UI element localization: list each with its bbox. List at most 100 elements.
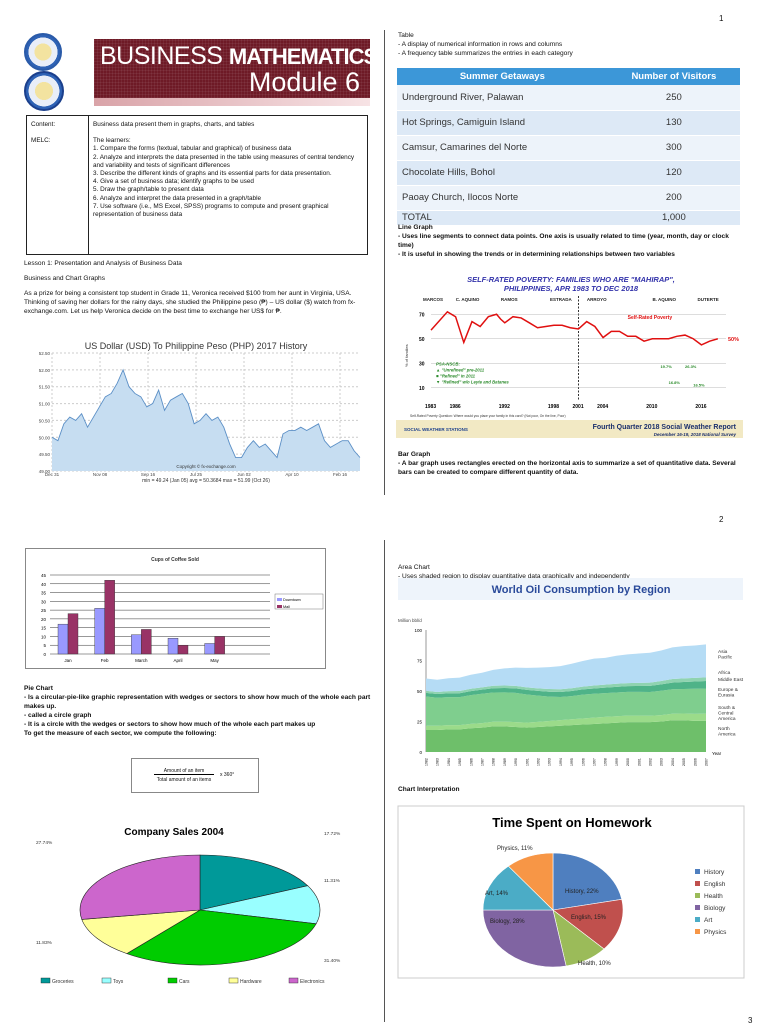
pie-slice: [552, 852, 623, 911]
legend-frame: [274, 593, 324, 610]
slice-value-label: 31.40%: [324, 958, 341, 964]
y-tick-label: 10: [419, 386, 425, 392]
y-tick-label: 35: [41, 591, 47, 596]
legend-swatch: [695, 917, 700, 922]
melc-box: Content: MELC: Business data present them…: [26, 115, 368, 255]
legend-label: Biology: [704, 905, 726, 912]
cell-place: Underground River, Palawan: [397, 85, 608, 111]
banner-title-part1: BUSINESS: [100, 42, 229, 70]
legend-label-line: Pacific: [718, 655, 733, 661]
president-label: B. AQUINO: [652, 297, 676, 302]
x-tick-label: 1985: [458, 758, 462, 766]
table-row: Hot Springs, Camiguin Island 130: [397, 110, 740, 136]
formula-box: Amount of an item Total amount of an ite…: [131, 758, 259, 793]
cell-visitors: 130: [607, 110, 740, 136]
y-tick-label: 50: [417, 689, 423, 694]
formula-numerator: Amount of an item: [154, 768, 214, 775]
banner-title-part2: MATHEMATICS: [228, 44, 378, 69]
chart-title: Time Spent on Homework: [492, 815, 652, 830]
legend-label: Electronics: [300, 979, 325, 985]
section-heading: Line Graph: [398, 224, 433, 231]
y-tick-label: 30: [419, 361, 425, 367]
y-tick-label: 100: [414, 628, 422, 633]
cell-visitors: 120: [607, 160, 740, 186]
chart-title: World Oil Consumption by Region: [492, 584, 671, 596]
legend-label-line: America: [718, 732, 736, 738]
legend-label: South & Central America: [718, 705, 736, 722]
compute-line: To get the measure of each sector, we co…: [24, 730, 217, 737]
banner-underline: [94, 98, 370, 106]
section-heading: Pie Chart: [24, 685, 53, 692]
area-series: [426, 720, 706, 752]
bar: [131, 634, 142, 655]
y-tick-label: 0: [43, 652, 46, 657]
oil-area-chart: World Oil Consumption by Region Million b…: [398, 578, 744, 766]
bullet: - Is a circular-pie-like graphic represe…: [24, 694, 371, 710]
melc-item: 1. Compare the forms (textual, tabular a…: [93, 145, 292, 153]
slice-value-label: 11.83%: [36, 940, 53, 946]
x-tick-label: 2005: [682, 758, 686, 766]
cell-visitors: 1,000: [607, 210, 740, 226]
area-series: [426, 688, 706, 726]
y-tick-label: 30: [41, 599, 47, 604]
legend-swatch: [277, 605, 282, 608]
y-tick-label: 50.00: [39, 435, 51, 440]
melc-intro: The learners:: [93, 137, 131, 145]
x-tick-label: 1988: [492, 758, 496, 766]
cell-place: Hot Springs, Camiguin Island: [397, 110, 608, 136]
table-section-text: Table - A display of numerical informati…: [398, 31, 738, 58]
page-number: 3: [748, 1016, 753, 1025]
y-axis-label: % of families: [404, 344, 409, 367]
president-label: C. AQUINO: [456, 297, 480, 302]
psa-legend-item: ▲ "Unrefined" pre-2011: [436, 368, 485, 373]
x-tick-label: 1998: [548, 404, 559, 410]
legend-label: North America: [718, 726, 736, 738]
poverty-chart: SELF-RATED POVERTY: FAMILIES WHO ARE "MA…: [396, 272, 743, 438]
legend-label-line: Africa: [718, 670, 731, 676]
bullet: - called a circle graph: [24, 712, 92, 719]
legend-swatch: [228, 977, 239, 984]
bar: [167, 637, 179, 655]
table-row: Paoay Church, Ilocos Norte 200: [397, 185, 740, 211]
melc-item: 3. Describe the different kinds of graph…: [93, 170, 332, 178]
melc-item: 4. Give a set of business data; identify…: [93, 178, 254, 186]
x-axis-label: Year: [712, 751, 722, 756]
lesson-title: Lesson 1: Presentation and Analysis of B…: [24, 260, 182, 267]
psa-value-label: 16.5%: [693, 383, 705, 388]
x-tick-label: March: [135, 658, 148, 663]
module-banner: BUSINESS MATHEMATICS Module 6: [94, 39, 378, 98]
melc-item: 2. Analyze and interprets the data prese…: [93, 153, 355, 169]
y-tick-label: 0: [419, 750, 422, 755]
y-axis-label: Million bbl/d: [398, 618, 422, 623]
x-tick-label: 1982: [425, 758, 429, 766]
x-tick-label: May: [210, 658, 219, 663]
table-row: Camsur, Camarines del Norte 300: [397, 135, 740, 161]
x-tick-label: 1997: [593, 758, 597, 766]
x-tick-label: 2003: [660, 758, 664, 766]
legend-label-line: North: [718, 726, 730, 732]
x-tick-label: 1984: [447, 758, 451, 766]
pie-slice: [126, 909, 317, 966]
y-tick-label: 51.00: [39, 402, 51, 407]
president-label: RAMOS: [501, 297, 518, 302]
pie-slice: [199, 854, 309, 911]
x-tick-label: 2002: [649, 758, 653, 766]
section-heading: Area Chart: [398, 564, 430, 571]
legend-swatch: [695, 881, 700, 886]
end-value-label: 50%: [728, 337, 739, 343]
x-tick-label: Sep 16: [141, 472, 156, 477]
cell-place: Camsur, Camarines del Norte: [397, 135, 608, 161]
x-tick-label: 2016: [695, 404, 706, 410]
x-tick-label: 2004: [671, 758, 675, 766]
x-tick-label: 1986: [469, 758, 473, 766]
legend-label: Physics: [704, 929, 727, 936]
content-label: Content:: [31, 121, 56, 128]
x-tick-label: Jul 25: [190, 472, 203, 477]
column-header: Number of Visitors: [607, 68, 740, 85]
legend-label: Asia Pacific: [718, 649, 733, 661]
psa-value-label: 19.7%: [660, 364, 672, 369]
table-row: TOTAL 1,000: [397, 210, 740, 226]
x-tick-label: 2007: [705, 758, 709, 766]
y-tick-label: 70: [419, 312, 425, 318]
legend-label: Toys: [113, 979, 124, 985]
